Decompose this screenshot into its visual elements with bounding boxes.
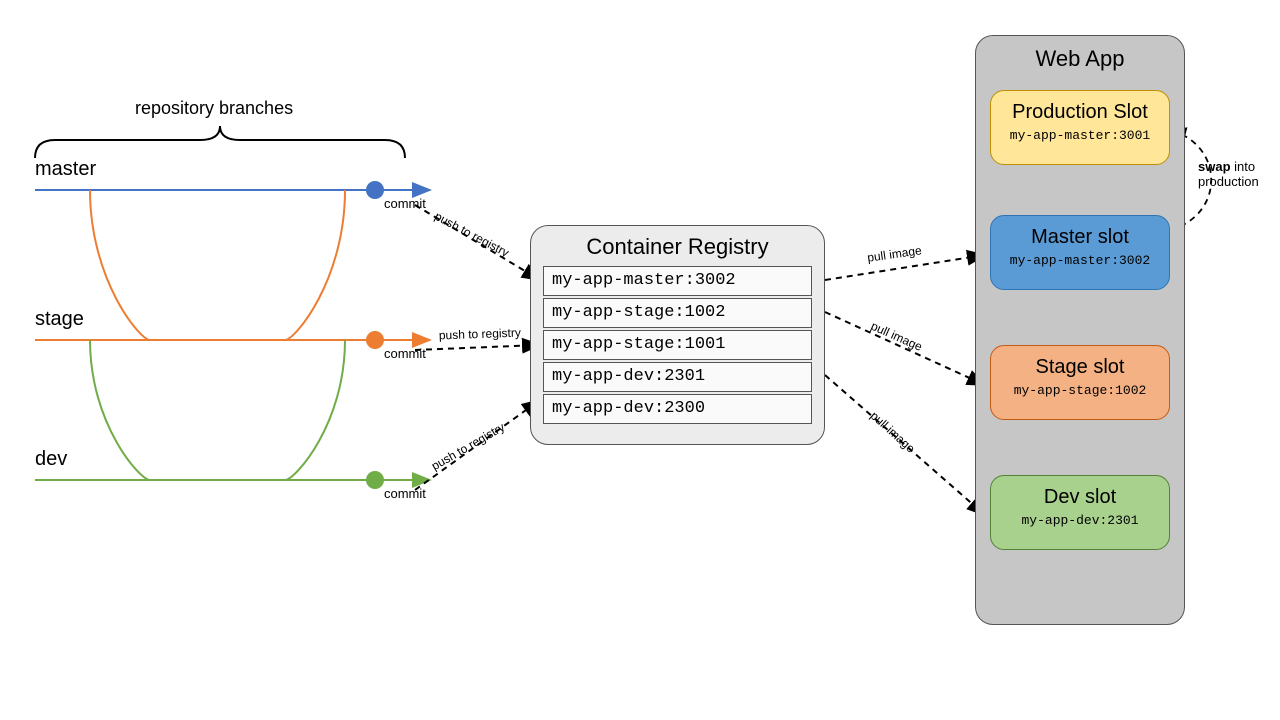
pull-arrow (825, 255, 985, 280)
slot-tag: my-app-dev:2301 (991, 513, 1169, 528)
container-registry-panel: Container Registrymy-app-master:3002my-a… (530, 225, 825, 445)
registry-row: my-app-stage:1002 (543, 298, 812, 328)
push-arrow (415, 400, 540, 490)
registry-row: my-app-dev:2300 (543, 394, 812, 424)
push-label: push to registry (429, 420, 507, 473)
slot-title: Master slot (991, 226, 1169, 249)
pull-arrow (825, 312, 985, 385)
flow-stage-dev-down (90, 340, 150, 480)
commit-label-master: commit (384, 196, 426, 211)
commit-dot-master (366, 181, 384, 199)
slot-tag: my-app-master:3002 (991, 253, 1169, 268)
flow-master-stage-up (285, 190, 345, 340)
slot-stage: Stage slot my-app-stage:1002 (990, 345, 1170, 420)
container-registry-title: Container Registry (531, 234, 824, 260)
commit-dot-stage (366, 331, 384, 349)
branch-label-master: master (35, 158, 96, 181)
slot-title: Dev slot (991, 486, 1169, 509)
slot-production: Production Slot my-app-master:3001 (990, 90, 1170, 165)
slot-title: Stage slot (991, 356, 1169, 379)
webapp-title: Web App (976, 46, 1184, 72)
branches-title: repository branches (135, 98, 293, 119)
swap-label-bold: swap (1198, 159, 1231, 174)
push-label: push to registry (432, 209, 511, 260)
slot-master: Master slot my-app-master:3002 (990, 215, 1170, 290)
branch-label-stage: stage (35, 308, 84, 331)
registry-row: my-app-stage:1001 (543, 330, 812, 360)
pull-label: pull image (869, 319, 925, 354)
push-label: push to registry (439, 326, 521, 343)
pull-label: pull image (868, 409, 918, 456)
branches-bracket (35, 126, 405, 158)
push-arrow (415, 205, 540, 280)
branch-label-dev: dev (35, 448, 67, 471)
commit-dot-dev (366, 471, 384, 489)
slot-title: Production Slot (991, 101, 1169, 124)
swap-label: swap intoproduction (1198, 160, 1259, 190)
registry-row: my-app-dev:2301 (543, 362, 812, 392)
commit-label-stage: commit (384, 346, 426, 361)
flow-master-stage-down (90, 190, 150, 340)
flow-stage-dev-up (285, 340, 345, 480)
slot-tag: my-app-stage:1002 (991, 383, 1169, 398)
commit-label-dev: commit (384, 486, 426, 501)
slot-dev: Dev slot my-app-dev:2301 (990, 475, 1170, 550)
pull-label: pull image (866, 243, 922, 265)
slot-tag: my-app-master:3001 (991, 128, 1169, 143)
pull-arrow (825, 375, 985, 515)
push-arrow (415, 345, 540, 350)
registry-row: my-app-master:3002 (543, 266, 812, 296)
